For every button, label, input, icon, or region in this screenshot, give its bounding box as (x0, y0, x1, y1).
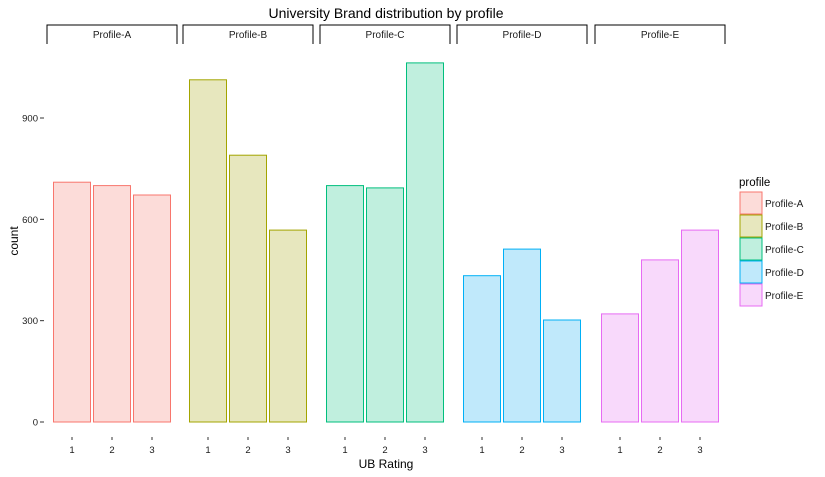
facet-strip-border (46, 24, 178, 44)
y-tick-label: 600 (22, 215, 38, 226)
facet-panel: Profile-B 1 2 3 (182, 24, 314, 456)
facet-panel: Profile-D 1 2 3 (456, 24, 588, 456)
x-tick-label: 1 (205, 445, 210, 456)
facet-strip-border (594, 24, 726, 44)
bar (406, 62, 444, 423)
legend-title: profile (739, 177, 770, 189)
bar (93, 185, 131, 423)
legend-label: Profile-E (765, 291, 804, 302)
facet-strip-border (319, 24, 451, 44)
bar (641, 259, 679, 423)
bar (229, 154, 267, 423)
x-tick-label: 2 (382, 445, 387, 456)
legend-key (739, 260, 763, 284)
legend-key (739, 237, 763, 261)
legend-label: Profile-D (765, 268, 804, 279)
chart-title: University Brand distribution by profile (269, 5, 504, 21)
x-tick-label: 2 (109, 445, 114, 456)
legend-label: Profile-C (765, 245, 804, 256)
legend-key (739, 283, 763, 307)
bar (543, 319, 581, 423)
facet-strip-label: Profile-B (229, 30, 268, 41)
legend-key (739, 214, 763, 238)
x-tick-label: 1 (342, 445, 347, 456)
x-axis-title: UB Rating (359, 457, 414, 471)
facet-strip-label: Profile-E (641, 30, 680, 41)
bar (189, 79, 227, 423)
bar (601, 313, 639, 423)
bar (366, 187, 404, 423)
bar (326, 185, 364, 423)
x-tick-label: 2 (519, 445, 524, 456)
facet-strip-label: Profile-D (503, 30, 542, 41)
x-tick-label: 3 (285, 445, 290, 456)
legend: profile Profile-A Profile-B Profile-C Profi… (739, 177, 804, 307)
bar (463, 275, 501, 423)
x-tick-label: 1 (479, 445, 484, 456)
legend-label: Profile-B (765, 222, 804, 233)
facet-strip-border (182, 24, 314, 44)
facet-strip-border (456, 24, 588, 44)
legend-label: Profile-A (765, 199, 804, 210)
facet-panel: Profile-A 1 2 3 (46, 24, 178, 456)
y-tick-label: 900 (22, 114, 38, 125)
facet-strip-label: Profile-C (366, 30, 405, 41)
x-tick-label: 3 (697, 445, 702, 456)
x-tick-label: 1 (69, 445, 74, 456)
facet-strip-label: Profile-A (93, 30, 132, 41)
bar (503, 248, 541, 423)
y-axis-title: count (7, 226, 21, 256)
x-tick-label: 1 (617, 445, 622, 456)
bar (53, 181, 91, 423)
bar (681, 229, 719, 423)
bar (269, 229, 307, 423)
x-tick-label: 3 (559, 445, 564, 456)
y-tick-label: 0 (33, 418, 38, 429)
bar (133, 194, 171, 423)
x-tick-label: 3 (422, 445, 427, 456)
x-tick-label: 2 (245, 445, 250, 456)
y-tick-label: 300 (22, 316, 38, 327)
x-tick-label: 3 (149, 445, 154, 456)
legend-key (739, 191, 763, 215)
x-tick-label: 2 (657, 445, 662, 456)
y-axis: 0 300 600 900 (22, 114, 44, 429)
facet-panel: Profile-C 1 2 3 (319, 24, 451, 456)
facet-panel: Profile-E 1 2 3 (594, 24, 726, 456)
